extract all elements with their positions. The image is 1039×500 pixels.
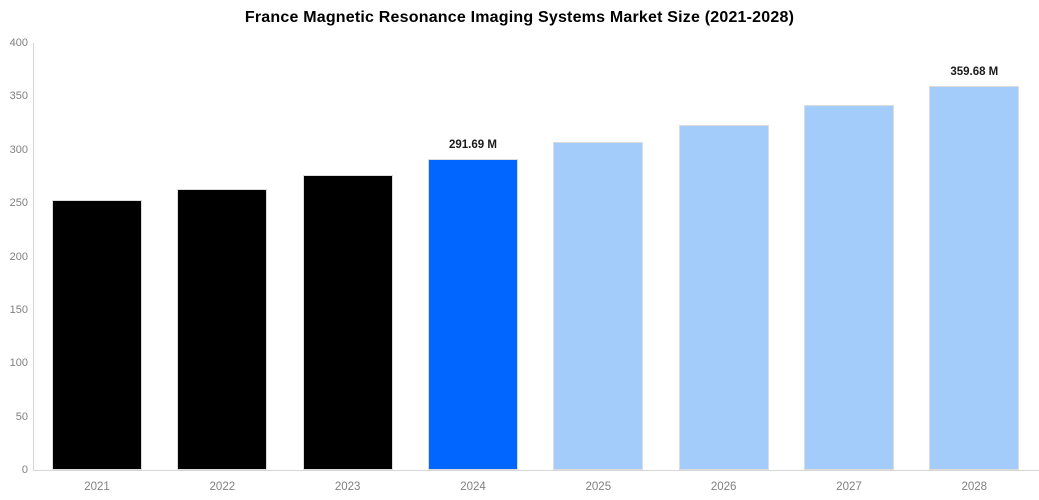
bar-2021	[52, 199, 142, 470]
bar-2027	[803, 105, 894, 470]
bar-2024	[427, 158, 518, 470]
y-tick-label-300: 300	[9, 143, 28, 156]
y-tick-label-400: 400	[9, 37, 28, 49]
bar-2028	[929, 86, 1020, 470]
bar-value-label-2028: 359.68 M	[950, 66, 999, 79]
bar-2026	[678, 125, 769, 470]
bar-2022	[177, 189, 268, 470]
y-tick-label-350: 350	[9, 90, 28, 103]
x-tick-label-2022: 2022	[209, 481, 236, 493]
y-tick-label-250: 250	[9, 197, 28, 210]
y-tick-label-0: 0	[21, 464, 28, 476]
bar-2023	[302, 174, 393, 470]
x-tick-label-2021: 2021	[84, 481, 110, 493]
plot-area: 291.69 M 359.68 M	[33, 43, 1039, 470]
y-axis-line	[33, 43, 34, 471]
x-tick-label-2027: 2027	[836, 481, 862, 493]
x-tick-label-2028: 2028	[961, 481, 988, 493]
x-axis-line	[33, 470, 1039, 471]
x-tick-label-2023: 2023	[334, 481, 361, 493]
x-tick-label-2024: 2024	[460, 481, 486, 493]
x-tick-label-2025: 2025	[585, 481, 612, 493]
y-tick-label-200: 200	[9, 250, 28, 263]
chart-title: France Magnetic Resonance Imaging System…	[244, 9, 795, 26]
x-tick-label-2026: 2026	[710, 481, 737, 493]
y-tick-label-100: 100	[9, 357, 28, 370]
bar-2025	[553, 142, 644, 470]
y-tick-label-150: 150	[9, 303, 28, 316]
bar-value-label-2024: 291.69 M	[449, 138, 497, 151]
y-tick-label-50: 50	[15, 410, 28, 423]
